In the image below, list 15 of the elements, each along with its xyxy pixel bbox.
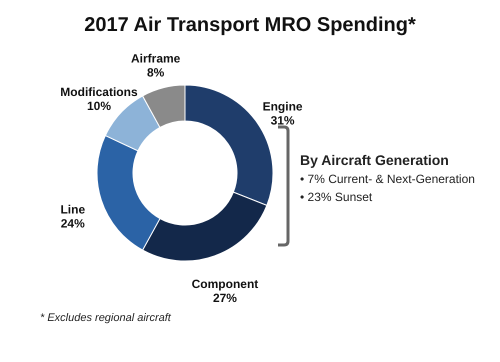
data-label: 8% (146, 66, 165, 80)
text: • 7% Current- & Next-Generation (300, 172, 475, 186)
data-label: 27% (212, 291, 238, 306)
text: By Aircraft Generation (300, 152, 449, 168)
slice-label: Engine (262, 100, 303, 114)
text: • 23% Sunset (300, 190, 372, 204)
slice-label: Airframe (130, 52, 181, 66)
slice-label: Line (60, 202, 86, 216)
chart-title: 2017 Air Transport MRO Spending* (83, 14, 417, 37)
data-label: 10% (86, 99, 112, 114)
slice-label: Modifications (60, 85, 138, 100)
text: * Excludes regional aircraft (40, 312, 171, 324)
data-label: 31% (270, 114, 295, 128)
data-label: 24% (60, 216, 86, 230)
slice-label: Component (192, 277, 258, 292)
